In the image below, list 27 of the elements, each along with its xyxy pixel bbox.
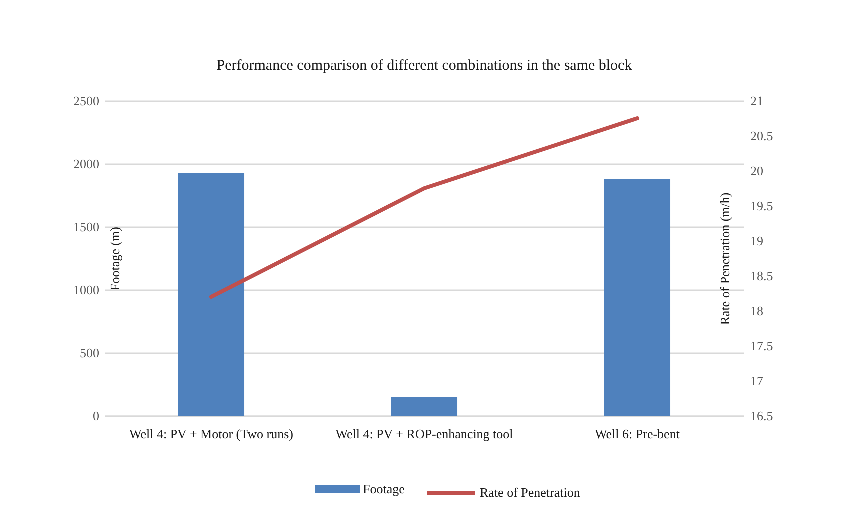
bar [178, 173, 245, 416]
y-tick-label: 2000 [74, 156, 100, 172]
y-tick-label: 500 [80, 346, 100, 360]
y-axis-title: Footage (m) [108, 227, 122, 291]
y2-axis-title: Rate of Penetration (m/h) [718, 192, 732, 326]
y-tick-label: 0 [93, 408, 100, 424]
y2-tick-label: 19.5 [750, 198, 774, 214]
y-tick-label: 1000 [74, 282, 100, 298]
y2-tick-label: 20 [750, 164, 764, 178]
x-tick-label: Well 6: Pre-bent [595, 426, 680, 442]
y2-tick-label: 21 [750, 94, 764, 108]
y2-tick-label: 18 [750, 304, 764, 318]
y2-tick-label: 17 [750, 374, 764, 388]
y2-tick-label: 19 [750, 234, 764, 248]
legend-label: Rate of Penetration [480, 485, 581, 500]
y-tick-label: 1500 [74, 220, 100, 234]
y2-tick-label: 17.5 [750, 338, 774, 354]
legend-label: Footage [363, 482, 406, 496]
y2-tick-label: 18.5 [750, 268, 774, 284]
y2-tick-label: 20.5 [750, 128, 774, 144]
y-tick-label: 2500 [74, 94, 100, 108]
x-tick-label: Well 4: PV + Motor (Two runs) [129, 426, 294, 442]
x-tick-label: Well 4: PV + ROP-enhancing tool [336, 426, 514, 442]
chart-title: Performance comparison of different combinations in the same block [216, 58, 633, 74]
y2-tick-label: 16.5 [750, 408, 774, 424]
bar [604, 179, 671, 416]
bar [391, 397, 458, 416]
